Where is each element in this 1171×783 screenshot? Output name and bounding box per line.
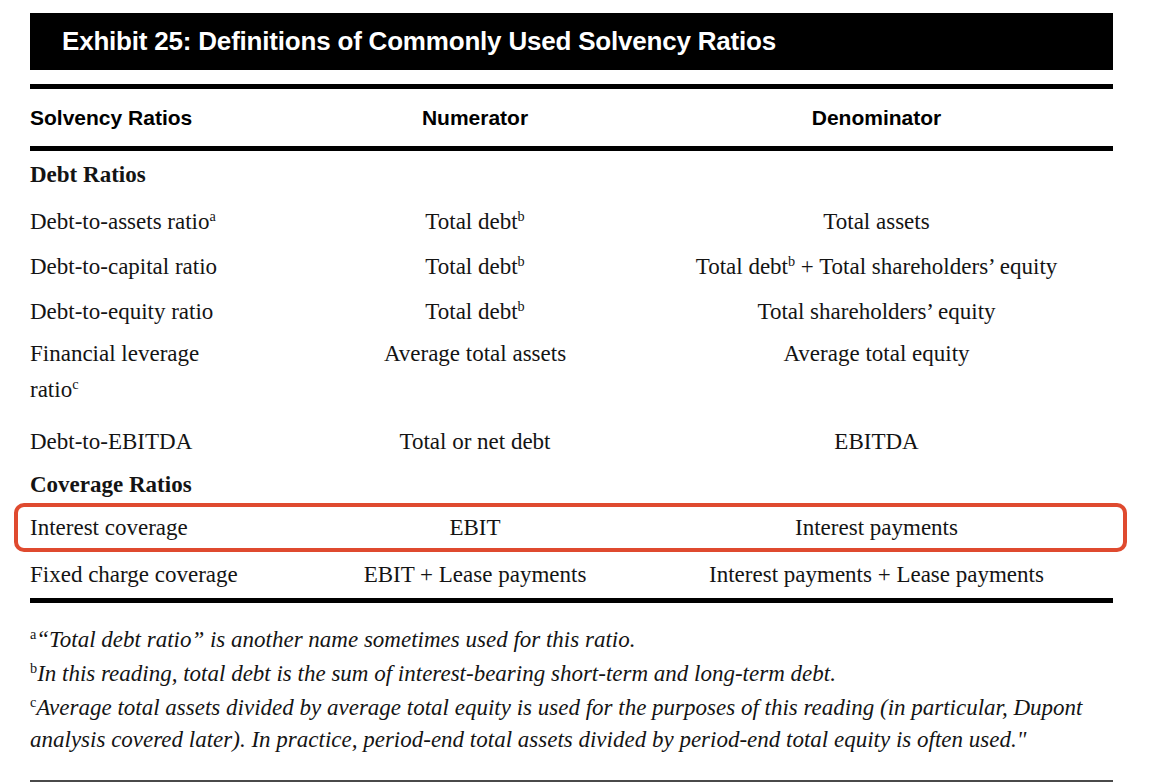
cell-ratio-name: Debt-to-equity ratio (30, 299, 310, 325)
table-row-interest-coverage: Interest coverage EBIT Interest payments (30, 505, 1113, 551)
cell-denominator: Average total equity (640, 334, 1113, 372)
table-body: Debt Ratios Debt-to-assets ratioa Total … (30, 151, 1113, 598)
cell-ratio-name: Financial leverageratioc (30, 334, 310, 408)
footnote-marker: b (30, 660, 37, 676)
cell-numerator: Total or net debt (310, 429, 640, 455)
cell-denominator: Interest payments (640, 515, 1113, 541)
cell-denominator: Total debtb + Total shareholders’ equity (640, 254, 1113, 280)
footnote-a: a“Total debt ratio” is another name some… (30, 624, 1118, 656)
footnote-c: cAverage total assets divided by average… (30, 692, 1118, 756)
table-row-debt-to-assets: Debt-to-assets ratioa Total debtb Total … (30, 199, 1113, 244)
cell-numerator: EBIT (310, 515, 640, 541)
cell-numerator: Total debtb (310, 209, 640, 235)
column-header-numerator: Numerator (310, 106, 640, 130)
exhibit-title: Exhibit 25: Definitions of Commonly Used… (62, 26, 776, 57)
footnotes: a“Total debt ratio” is another name some… (30, 603, 1118, 756)
section-header-coverage-ratios: Coverage Ratios (30, 464, 1113, 505)
table-row-debt-to-capital: Debt-to-capital ratio Total debtb Total … (30, 244, 1113, 289)
table-row-fixed-charge-coverage: Fixed charge coverage EBIT + Lease payme… (30, 551, 1113, 598)
table-row-financial-leverage: Financial leverageratioc Average total a… (30, 334, 1113, 419)
table-row-debt-to-ebitda: Debt-to-EBITDA Total or net debt EBITDA (30, 419, 1113, 464)
footnote-text: In this reading, total debt is the sum o… (37, 661, 836, 686)
cell-ratio-name: Debt-to-EBITDA (30, 429, 310, 455)
cell-numerator: Average total assets (310, 334, 640, 372)
footnote-text: “Total debt ratio” is another name somet… (36, 627, 635, 652)
cell-ratio-name: Interest coverage (30, 515, 310, 541)
footnote-marker: a (30, 626, 36, 642)
cell-numerator: EBIT + Lease payments (310, 562, 640, 588)
cell-denominator: Total shareholders’ equity (640, 299, 1113, 325)
cell-denominator: Interest payments + Lease payments (640, 562, 1113, 588)
cell-denominator: EBITDA (640, 429, 1113, 455)
footnote-text: Average total assets divided by average … (30, 695, 1083, 752)
exhibit-title-bar: Exhibit 25: Definitions of Commonly Used… (30, 13, 1113, 70)
cell-ratio-name: Debt-to-assets ratioa (30, 209, 310, 235)
column-header-solvency-ratios: Solvency Ratios (30, 106, 310, 130)
cell-numerator: Total debtb (310, 299, 640, 325)
cell-ratio-name: Fixed charge coverage (30, 562, 310, 588)
footnote-b: bIn this reading, total debt is the sum … (30, 658, 1118, 690)
section-header-debt-ratios: Debt Ratios (30, 151, 1113, 199)
table-header-row: Solvency Ratios Numerator Denominator (30, 89, 1113, 146)
cell-numerator: Total debtb (310, 254, 640, 280)
document-page: Exhibit 25: Definitions of Commonly Used… (0, 0, 1171, 783)
column-header-denominator: Denominator (640, 106, 1113, 130)
cell-ratio-name: Debt-to-capital ratio (30, 254, 310, 280)
table-row-debt-to-equity: Debt-to-equity ratio Total debtb Total s… (30, 289, 1113, 334)
page-bottom-rule (30, 780, 1113, 782)
cell-denominator: Total assets (640, 209, 1113, 235)
footnote-marker: c (30, 694, 36, 710)
